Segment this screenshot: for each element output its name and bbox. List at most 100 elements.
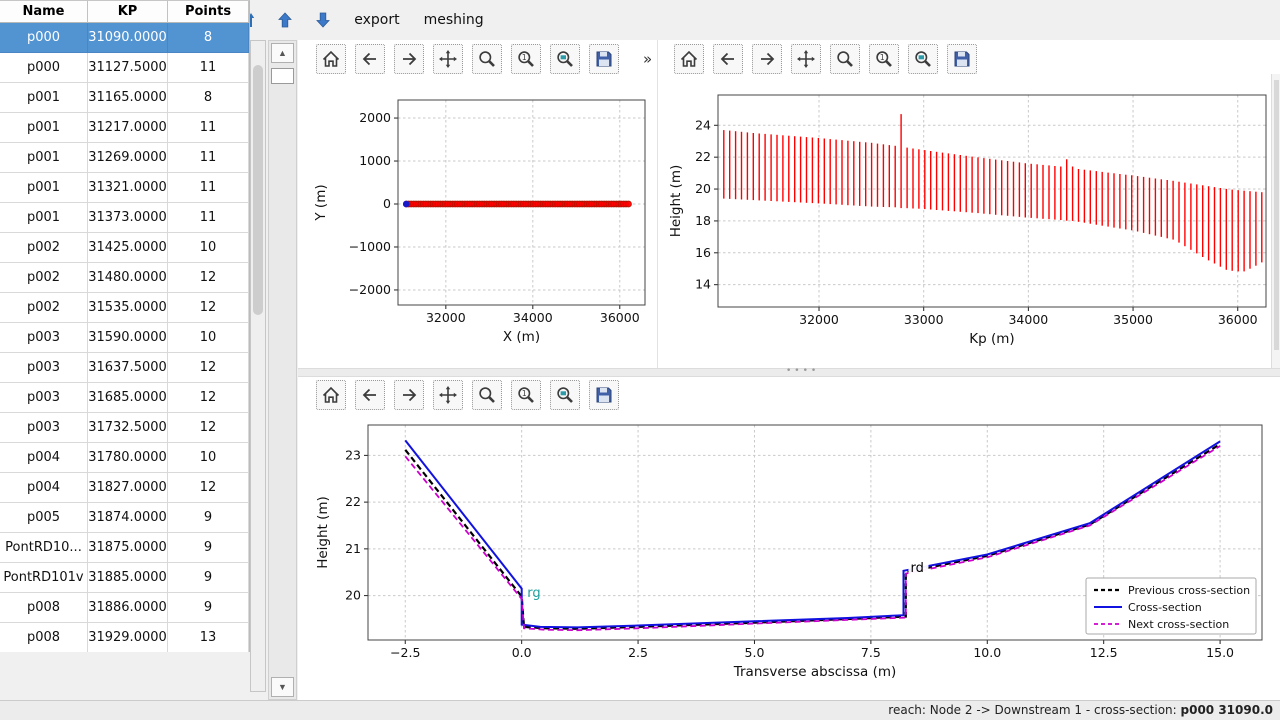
cross-section-chart[interactable]: −2.5 0.0 2.5 5.0 7.5 10.0 12.5 15.0 20 21 22 23 Tran… xyxy=(303,410,1280,685)
plots-right-scrollbar-thumb[interactable] xyxy=(1274,80,1279,350)
zoom-rect-button[interactable] xyxy=(550,380,580,410)
cell-name: p001 xyxy=(0,113,88,143)
svg-text:36000: 36000 xyxy=(600,310,640,325)
save-button[interactable] xyxy=(589,380,619,410)
table-row[interactable]: p001 31321.0000 11 xyxy=(0,173,249,203)
home-button[interactable] xyxy=(316,380,346,410)
zoom-button[interactable] xyxy=(830,44,860,74)
svg-text:0.0: 0.0 xyxy=(512,645,532,660)
svg-text:15.0: 15.0 xyxy=(1206,645,1234,660)
cell-name: p000 xyxy=(0,53,88,83)
pan-button[interactable] xyxy=(791,44,821,74)
table-row[interactable]: PontRD101v 31885.0000 9 xyxy=(0,563,249,593)
scroll-up-button[interactable]: ▲ xyxy=(271,43,294,63)
table-row[interactable]: p002 31425.0000 10 xyxy=(0,233,249,263)
zoom-rect-button[interactable] xyxy=(908,44,938,74)
longitudinal-profile-chart[interactable]: 32000 33000 34000 35000 36000 14 16 18 20 22 24 Kp … xyxy=(658,82,1280,367)
svg-text:7.5: 7.5 xyxy=(861,645,881,660)
table-row[interactable]: p003 31590.0000 10 xyxy=(0,323,249,353)
meshing-button[interactable]: meshing xyxy=(418,9,490,31)
zoom-button[interactable] xyxy=(472,44,502,74)
forward-button[interactable] xyxy=(394,44,424,74)
cell-points: 12 xyxy=(168,383,249,413)
table-row[interactable]: p008 31886.0000 9 xyxy=(0,593,249,623)
home-button[interactable] xyxy=(316,44,346,74)
svg-text:−2.5: −2.5 xyxy=(390,645,420,660)
forward-icon xyxy=(399,49,419,69)
save-button[interactable] xyxy=(589,44,619,74)
home-button[interactable] xyxy=(674,44,704,74)
table-row[interactable]: PontRD10... 31875.0000 9 xyxy=(0,533,249,563)
cell-points: 13 xyxy=(168,623,249,652)
back-button[interactable] xyxy=(355,44,385,74)
table-row[interactable]: p002 31535.0000 12 xyxy=(0,293,249,323)
zoom-icon xyxy=(477,385,497,405)
table-row[interactable]: p003 31732.5000 12 xyxy=(0,413,249,443)
forward-icon xyxy=(757,49,777,69)
table-row[interactable]: p001 31165.0000 8 xyxy=(0,83,249,113)
table-row[interactable]: p004 31827.0000 12 xyxy=(0,473,249,503)
zoom-original-icon: 1 xyxy=(516,49,536,69)
cell-kp: 31127.5000 xyxy=(88,53,168,83)
zoom-original-icon: 1 xyxy=(516,385,536,405)
save-button[interactable] xyxy=(947,44,977,74)
table-scrollbar-thumb[interactable] xyxy=(253,65,263,315)
pan-button[interactable] xyxy=(433,44,463,74)
panel-scrollbar-thumb[interactable] xyxy=(271,68,294,84)
save-icon xyxy=(594,385,614,405)
table-row[interactable]: p001 31373.0000 11 xyxy=(0,203,249,233)
plots-divider xyxy=(657,40,658,368)
cell-name: PontRD101v xyxy=(0,563,88,593)
zoom-original-button[interactable]: 1 xyxy=(869,44,899,74)
svg-text:16: 16 xyxy=(695,245,711,260)
back-button[interactable] xyxy=(713,44,743,74)
svg-text:Height (m): Height (m) xyxy=(668,165,684,238)
table-row[interactable]: p000 31127.5000 11 xyxy=(0,53,249,83)
cell-points: 9 xyxy=(168,533,249,563)
save-icon xyxy=(952,49,972,69)
cell-kp: 31875.0000 xyxy=(88,533,168,563)
plots-right-scrollbar[interactable] xyxy=(1271,74,1280,368)
column-header-kp[interactable]: KP xyxy=(88,1,168,23)
forward-button[interactable] xyxy=(752,44,782,74)
zoom-original-button[interactable]: 1 xyxy=(511,380,541,410)
horizontal-splitter[interactable]: •••• xyxy=(298,366,1280,377)
cell-name: p004 xyxy=(0,443,88,473)
cell-points: 10 xyxy=(168,443,249,473)
zoom-original-button[interactable]: 1 xyxy=(511,44,541,74)
move-up-button[interactable] xyxy=(272,7,298,33)
move-down-icon xyxy=(313,10,333,30)
svg-text:10.0: 10.0 xyxy=(973,645,1001,660)
status-cross-section-name: p000 31090.0 xyxy=(1180,703,1273,717)
table-row[interactable]: p003 31637.5000 12 xyxy=(0,353,249,383)
table-scrollbar[interactable] xyxy=(250,40,266,692)
panel-scrollbar[interactable]: ▲ ▼ xyxy=(268,40,297,700)
scroll-down-button[interactable]: ▼ xyxy=(271,677,294,697)
export-button[interactable]: export xyxy=(348,9,405,31)
toolbar-overflow-chevron[interactable]: » xyxy=(643,50,653,68)
zoom-button[interactable] xyxy=(472,380,502,410)
move-down-button[interactable] xyxy=(310,7,336,33)
table-row[interactable]: p005 31874.0000 9 xyxy=(0,503,249,533)
cell-points: 11 xyxy=(168,143,249,173)
plan-view-chart[interactable]: 32000 34000 36000 −2000 −1000 0 1000 2000 X (m) Y… xyxy=(303,82,658,367)
table-row[interactable]: p008 31929.0000 13 xyxy=(0,623,249,652)
table-row[interactable]: p002 31480.0000 12 xyxy=(0,263,249,293)
zoom-rect-button[interactable] xyxy=(550,44,580,74)
zoom-icon xyxy=(835,49,855,69)
svg-text:rg: rg xyxy=(527,586,540,601)
table-row[interactable]: p003 31685.0000 12 xyxy=(0,383,249,413)
table-row[interactable]: p000 31090.0000 8 xyxy=(0,23,249,53)
cell-name: p001 xyxy=(0,173,88,203)
column-header-name[interactable]: Name xyxy=(0,1,88,23)
cell-points: 8 xyxy=(168,83,249,113)
back-button[interactable] xyxy=(355,380,385,410)
forward-button[interactable] xyxy=(394,380,424,410)
column-header-points[interactable]: Points xyxy=(168,1,249,23)
splitter-handle[interactable]: •••• xyxy=(786,366,820,376)
table-row[interactable]: p004 31780.0000 10 xyxy=(0,443,249,473)
pan-button[interactable] xyxy=(433,380,463,410)
table-row[interactable]: p001 31269.0000 11 xyxy=(0,143,249,173)
home-icon xyxy=(321,49,341,69)
table-row[interactable]: p001 31217.0000 11 xyxy=(0,113,249,143)
